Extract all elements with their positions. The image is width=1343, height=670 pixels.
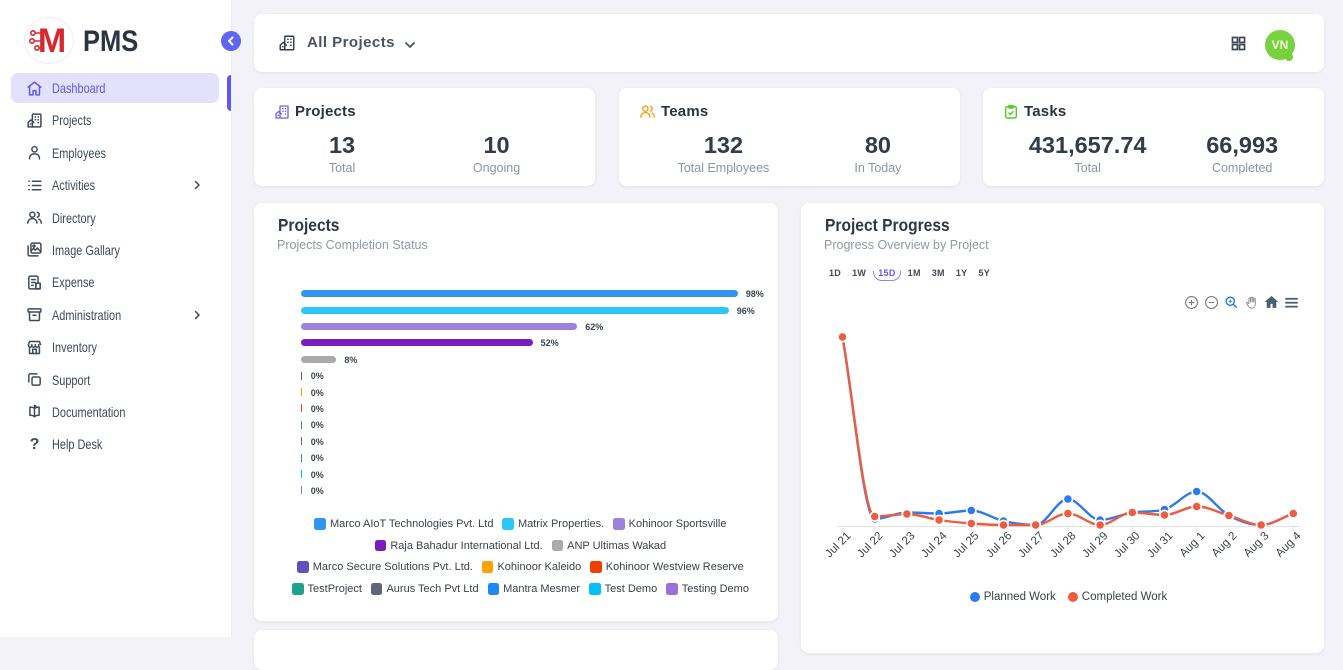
svg-text:M: M [38,22,66,60]
